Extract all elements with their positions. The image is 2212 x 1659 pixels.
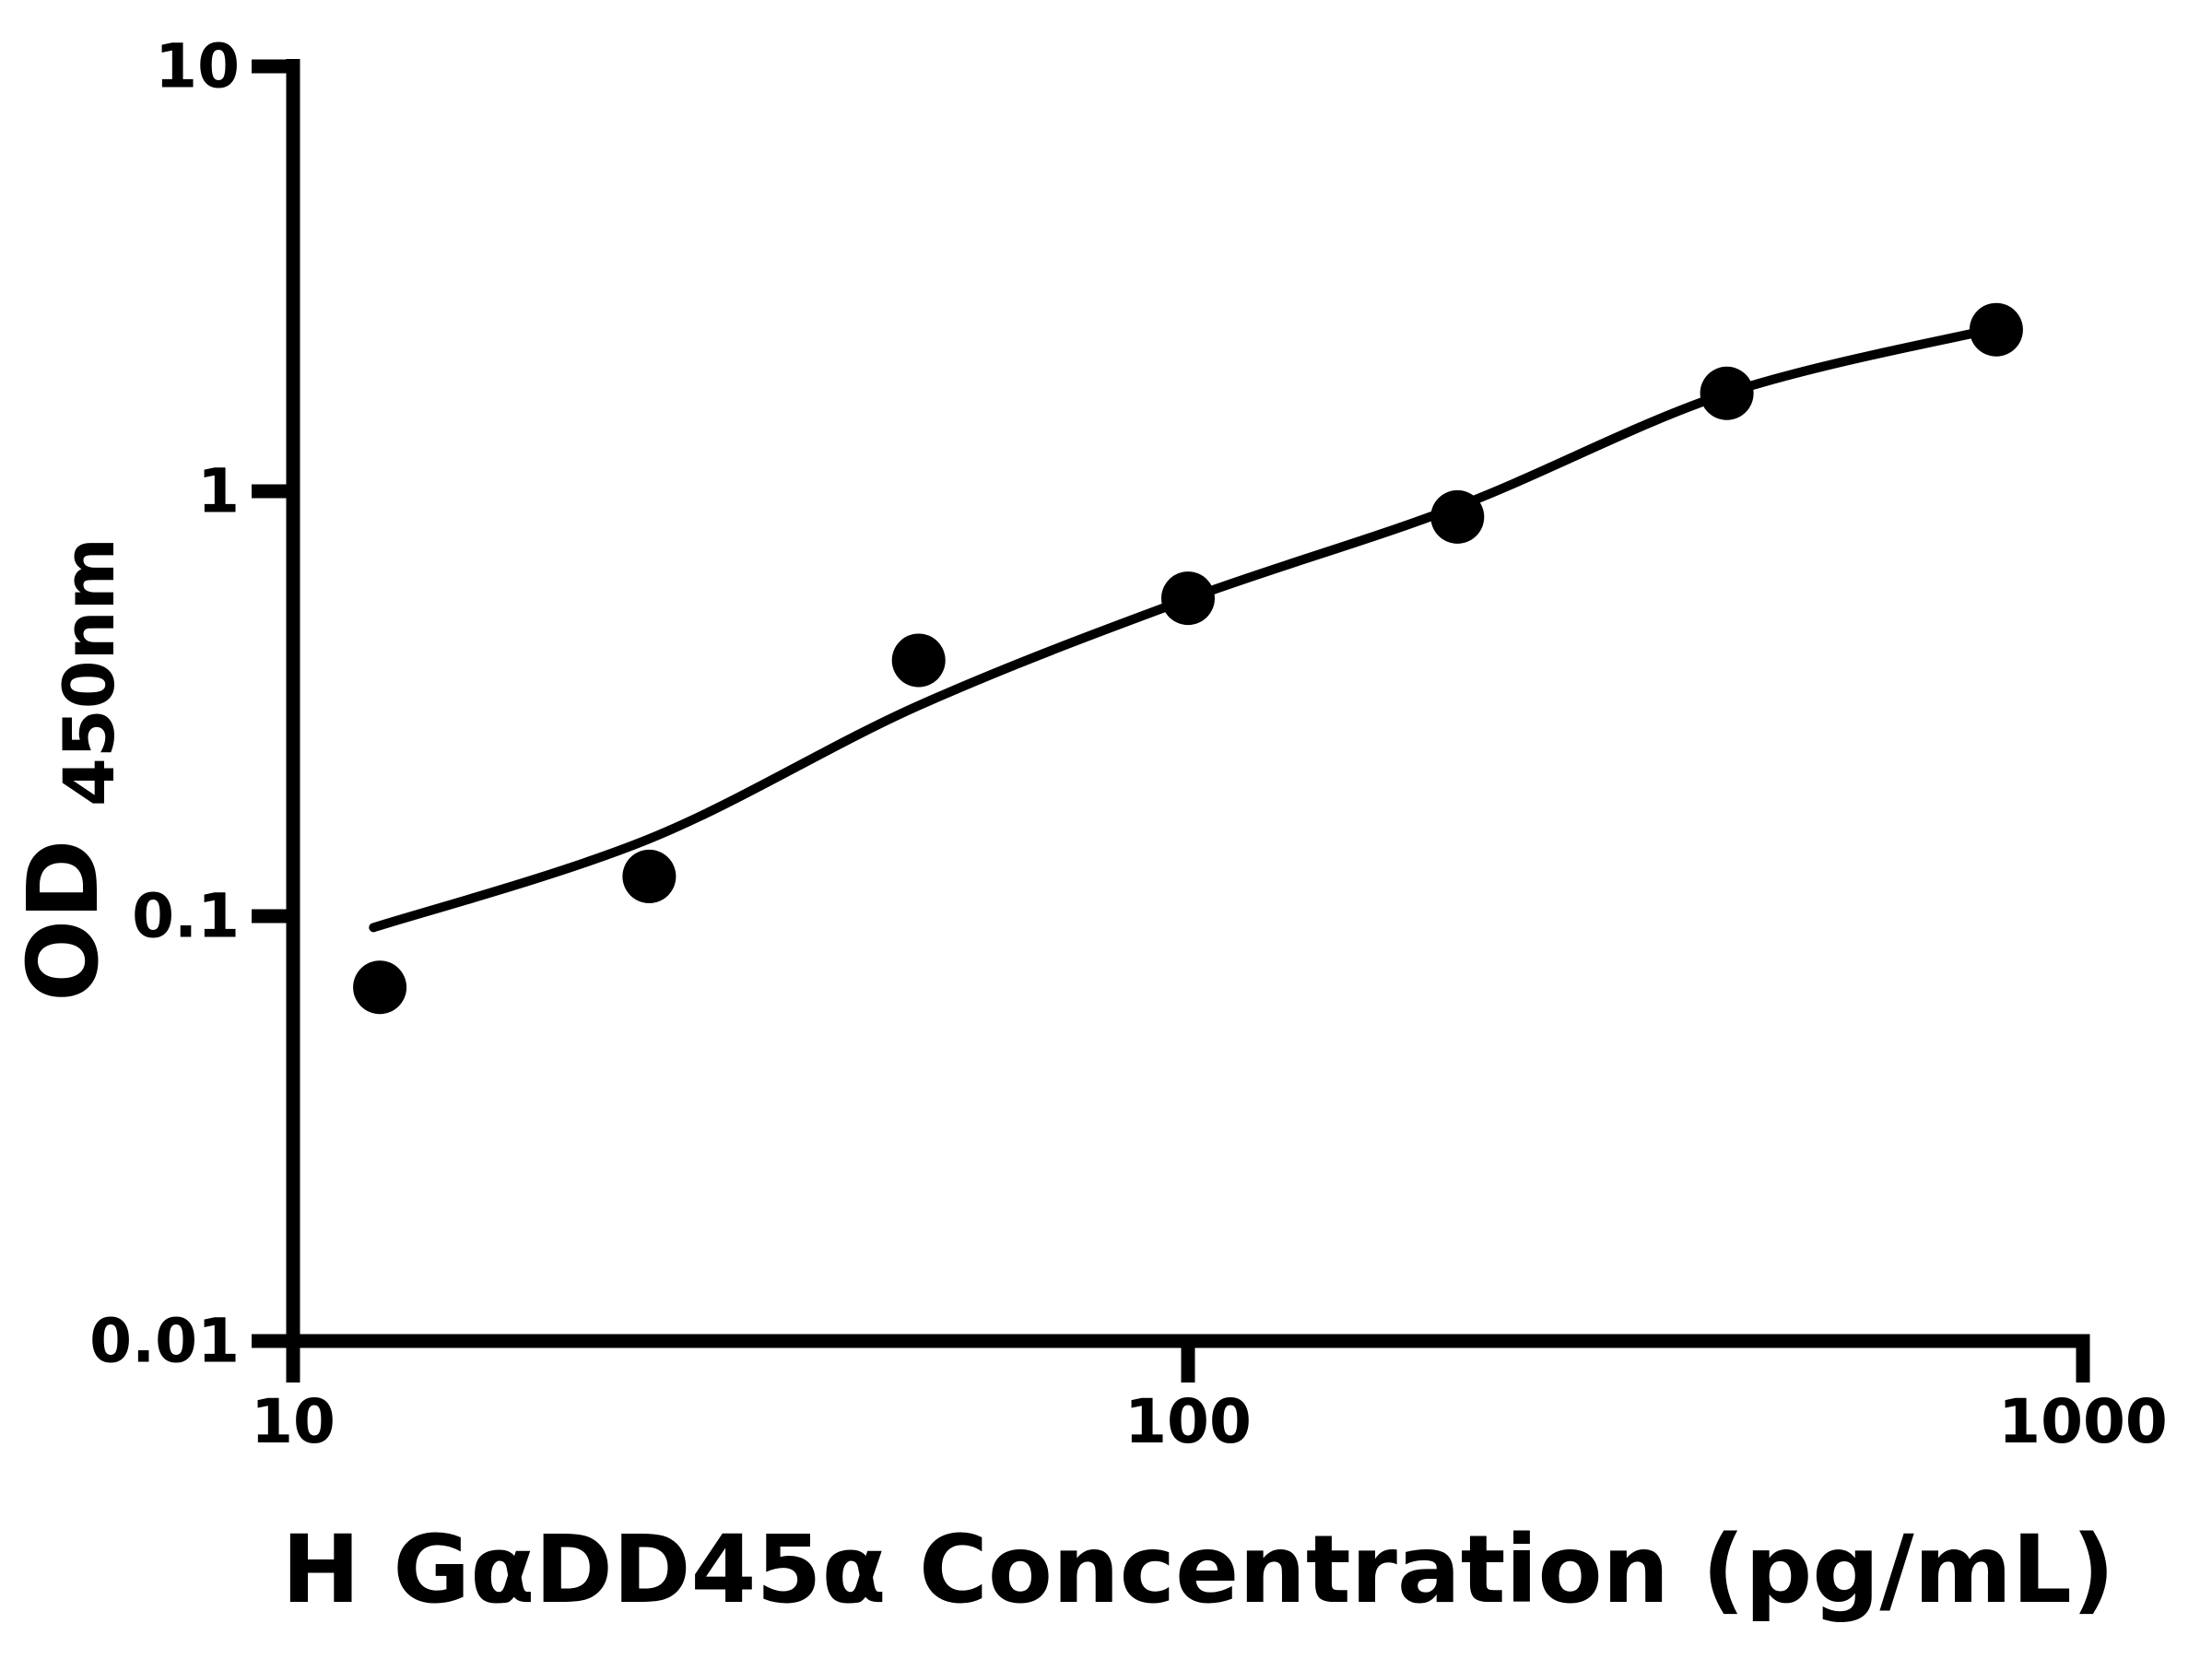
data-point (622, 849, 677, 903)
data-points (353, 302, 2023, 1015)
x-axis-title: H GαDD45α Concentration (pg/mL) (282, 1515, 2115, 1625)
y-tick-label: 1 (197, 456, 240, 527)
y-tick-label: 0.1 (132, 881, 240, 952)
y-tick-label: 0.01 (89, 1306, 240, 1377)
data-point (1700, 366, 1754, 420)
y-axis-tick-labels: 0.01 0.1 1 10 (89, 31, 240, 1377)
x-tick-label: 100 (1124, 1386, 1252, 1457)
data-point (353, 960, 407, 1015)
y-tick-label: 10 (155, 31, 240, 102)
data-point (1969, 302, 2023, 357)
y-axis-title-subscript: 450nm (48, 537, 130, 806)
data-point (1161, 571, 1215, 626)
data-point (1430, 489, 1485, 544)
x-axis-tick-labels: 10 100 1000 (251, 1386, 2168, 1457)
fit-curve-line (369, 324, 2001, 933)
y-axis-title-main: OD (7, 840, 120, 1002)
x-axis-ticks (286, 1341, 2090, 1382)
data-point (891, 633, 946, 688)
y-axis-title: OD 450nm (7, 537, 130, 1002)
x-tick-label: 1000 (1998, 1386, 2168, 1457)
x-tick-label: 10 (251, 1386, 335, 1457)
y-axis-ticks (252, 59, 293, 1348)
